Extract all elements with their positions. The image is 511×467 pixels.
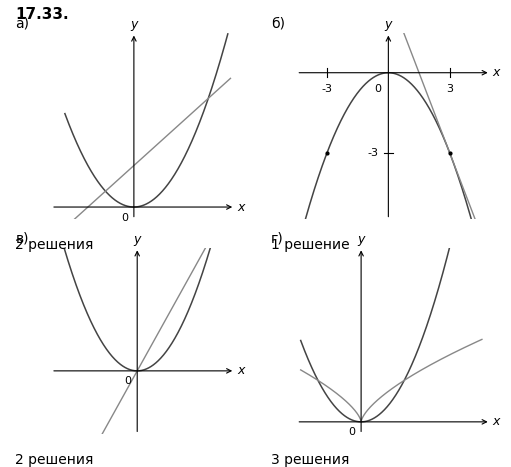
Text: x: x	[237, 200, 244, 213]
Text: 0: 0	[122, 212, 128, 223]
Text: y: y	[385, 18, 392, 31]
Text: x: x	[493, 66, 500, 79]
Text: в): в)	[15, 231, 29, 245]
Text: 3 решения: 3 решения	[271, 453, 349, 467]
Text: y: y	[133, 233, 141, 246]
Text: -3: -3	[321, 85, 333, 94]
Text: 0: 0	[125, 376, 132, 387]
Text: y: y	[130, 18, 137, 31]
Text: 1 решение: 1 решение	[271, 238, 350, 252]
Text: y: y	[357, 233, 365, 246]
Text: б): б)	[271, 16, 285, 30]
Text: 0: 0	[374, 85, 381, 94]
Text: 2 решения: 2 решения	[15, 453, 94, 467]
Text: 17.33.: 17.33.	[15, 7, 69, 22]
Text: а): а)	[15, 16, 29, 30]
Text: x: x	[493, 415, 500, 428]
Text: г): г)	[271, 231, 284, 245]
Text: -3: -3	[367, 148, 379, 158]
Text: 0: 0	[349, 427, 355, 438]
Text: 3: 3	[446, 85, 453, 94]
Text: x: x	[237, 364, 244, 377]
Text: 2 решения: 2 решения	[15, 238, 94, 252]
